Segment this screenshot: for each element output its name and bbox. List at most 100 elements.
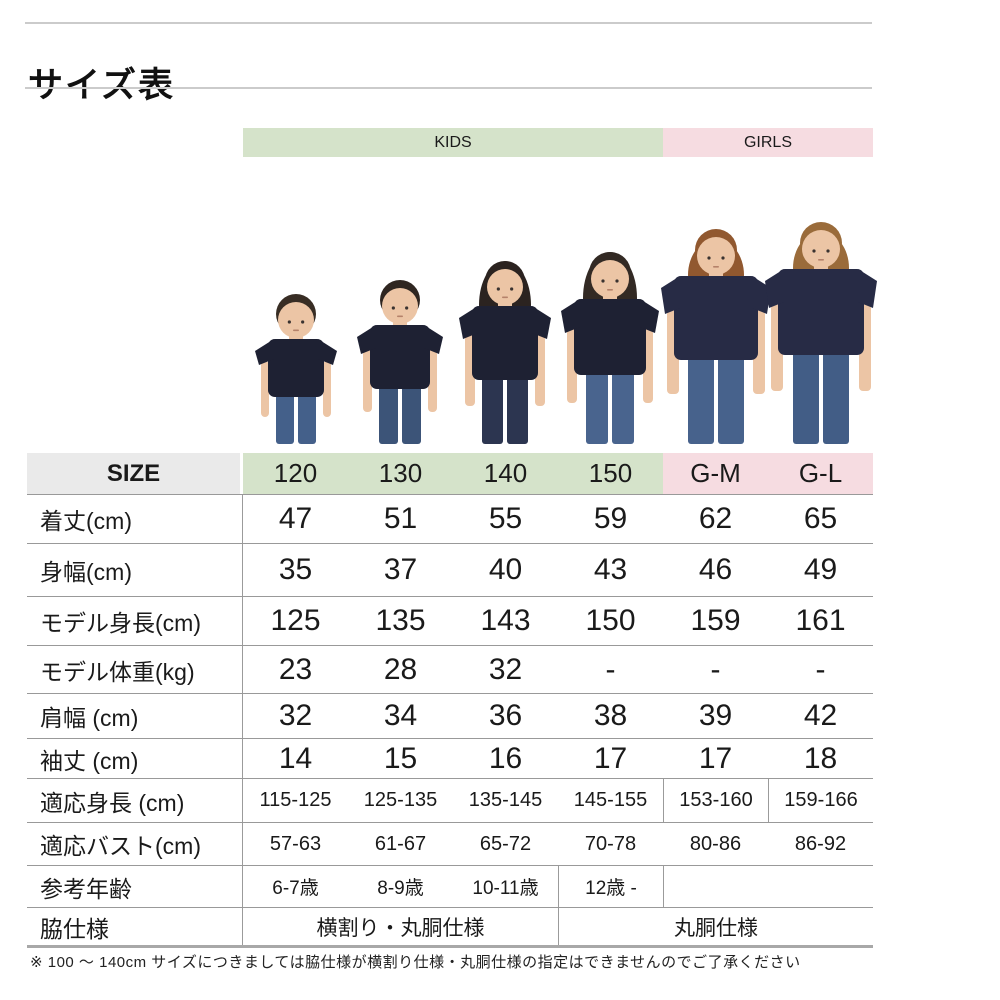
table-cell: 17 xyxy=(698,741,733,775)
table-cell: 143 xyxy=(480,604,531,637)
table-cell xyxy=(768,866,873,907)
table-row: 袖丈 (cm) 14 15 16 17 17 18 xyxy=(27,738,873,778)
model-photo-150 xyxy=(561,252,659,444)
table-cell: 32 xyxy=(488,652,523,686)
table-cell: 62 xyxy=(698,502,733,535)
table-cell: 36 xyxy=(488,699,523,732)
title-underline-rule xyxy=(25,87,872,89)
table-cell: 34 xyxy=(383,699,418,732)
row-label: 参考年齢 xyxy=(27,866,243,907)
table-cell: 39 xyxy=(698,699,733,732)
row-label: 袖丈 (cm) xyxy=(27,739,243,778)
table-cell: 145-155 xyxy=(573,789,648,811)
table-cell: 14 xyxy=(278,741,313,775)
merged-cell: 丸胴仕様 xyxy=(558,908,873,945)
table-cell: 86-92 xyxy=(794,832,847,855)
table-cell: 150 xyxy=(585,604,636,637)
column-header-140: 140 xyxy=(453,453,558,494)
column-header-130: 130 xyxy=(348,453,453,494)
top-rule xyxy=(25,22,872,24)
model-photo-G-L xyxy=(765,222,877,444)
table-cell: 161 xyxy=(795,604,846,637)
table-row: モデル体重(kg) 23 28 32 - - - xyxy=(27,645,873,693)
row-label: 着丈(cm) xyxy=(27,495,243,543)
table-cell: 61-67 xyxy=(374,832,427,855)
table-cell: 55 xyxy=(488,502,523,535)
model-photos xyxy=(255,222,877,444)
merged-cell: 横割り・丸胴仕様 xyxy=(316,916,485,940)
table-cell: 16 xyxy=(488,741,523,775)
table-cell: 47 xyxy=(278,502,313,535)
table-cell: 80-86 xyxy=(689,832,742,855)
girls-group-band: GIRLS xyxy=(663,128,873,157)
row-label: 脇仕様 xyxy=(27,908,243,945)
size-table: SIZE 120 130 140 150 G-M G-L 着丈(cm) 47 51 55 59 62 65… xyxy=(27,453,873,948)
table-cell: 159-166 xyxy=(768,779,873,822)
table-cell: 10-11歳 xyxy=(472,878,539,899)
row-label: 身幅(cm) xyxy=(27,544,243,596)
model-photo-140 xyxy=(459,261,551,444)
table-cell: 8-9歳 xyxy=(377,878,424,899)
table-cell: 125-135 xyxy=(363,789,438,811)
kids-group-band: KIDS xyxy=(243,128,663,157)
row-label: モデル体重(kg) xyxy=(27,646,243,693)
table-cell: - xyxy=(710,652,721,686)
row-label: 肩幅 (cm) xyxy=(27,694,243,738)
table-cell: 135 xyxy=(375,604,426,637)
table-cell: 51 xyxy=(383,502,418,535)
table-cell: 38 xyxy=(593,699,628,732)
table-row: 適応バスト(cm) 57-63 61-67 65-72 70-78 80-86 86-92 xyxy=(27,822,873,865)
table-cell: 70-78 xyxy=(584,832,637,855)
table-cell xyxy=(663,866,768,907)
column-header-150: 150 xyxy=(558,453,663,494)
table-cell: - xyxy=(815,652,826,686)
column-header-G-L: G-L xyxy=(768,453,873,494)
table-cell: 135-145 xyxy=(468,789,543,811)
column-header-G-M: G-M xyxy=(663,453,768,494)
table-row: 適応身長 (cm) 115-125 125-135 135-145 145-155 153… xyxy=(27,778,873,822)
table-row: 身幅(cm) 35 37 40 43 46 49 xyxy=(27,543,873,596)
table-cell: 159 xyxy=(690,604,741,637)
table-cell: 125 xyxy=(270,604,321,637)
table-cell: 37 xyxy=(383,553,418,586)
table-cell: 35 xyxy=(278,553,313,586)
table-cell: 6-7歳 xyxy=(272,878,319,899)
footnote: ※ 100 ～ 140cm サイズにつきましては脇仕様が横割り仕様・丸胴仕様の指… xyxy=(30,954,801,971)
table-cell: 65 xyxy=(803,502,838,535)
table-cell: 49 xyxy=(803,553,838,586)
table-cell: 23 xyxy=(278,652,313,686)
table-cell: 28 xyxy=(383,652,418,686)
row-label: モデル身長(cm) xyxy=(27,597,243,645)
table-cell: 153-160 xyxy=(663,779,768,822)
model-photo-120 xyxy=(255,294,337,444)
table-cell: 59 xyxy=(593,502,628,535)
row-label: 適応身長 (cm) xyxy=(27,779,243,822)
column-header-120: 120 xyxy=(243,453,348,494)
table-row: 参考年齢 6-7歳 8-9歳 10-11歳 12歳 - xyxy=(27,865,873,907)
page-title: サイズ表 xyxy=(28,66,175,106)
table-cell: 18 xyxy=(803,741,838,775)
size-header-row: SIZE 120 130 140 150 G-M G-L xyxy=(27,453,873,494)
row-label: 適応バスト(cm) xyxy=(27,823,243,865)
model-photo-G-M xyxy=(661,229,771,444)
kids-group-label: KIDS xyxy=(434,133,472,151)
table-cell: 115-125 xyxy=(259,789,332,811)
table-cell: 42 xyxy=(803,699,838,732)
table-cell: 32 xyxy=(278,699,313,732)
table-cell: 46 xyxy=(698,553,733,586)
girls-group-label: GIRLS xyxy=(743,133,792,151)
table-cell: 12歳 - xyxy=(558,866,663,907)
table-cell: 65-72 xyxy=(479,832,532,855)
table-row: モデル身長(cm) 125 135 143 150 159 161 xyxy=(27,596,873,645)
table-row: 肩幅 (cm) 32 34 36 38 39 42 xyxy=(27,693,873,738)
table-row: 脇仕様 横割り・丸胴仕様 丸胴仕様 xyxy=(27,907,873,945)
table-cell: 43 xyxy=(593,553,628,586)
table-cell: - xyxy=(605,652,616,686)
model-photo-130 xyxy=(357,280,443,444)
table-cell: 15 xyxy=(383,741,418,775)
table-cell: 40 xyxy=(488,553,523,586)
table-cell: 17 xyxy=(593,741,628,775)
table-cell: 57-63 xyxy=(269,832,322,855)
size-header-label: SIZE xyxy=(27,453,243,494)
table-row: 着丈(cm) 47 51 55 59 62 65 xyxy=(27,494,873,543)
